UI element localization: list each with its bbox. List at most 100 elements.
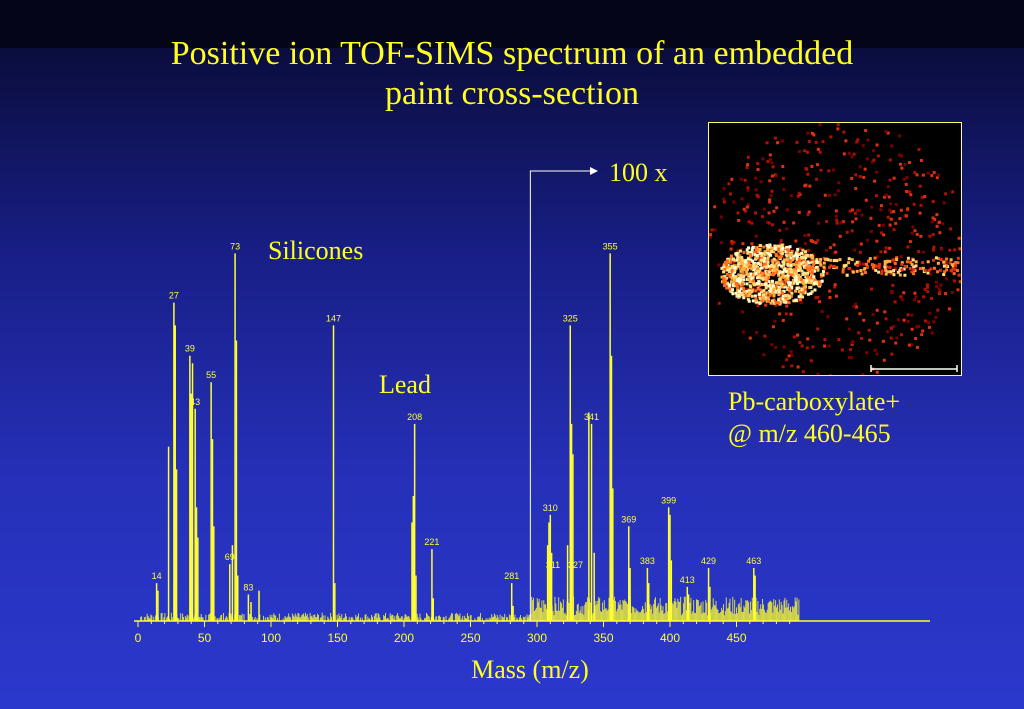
hotspot-pixel — [752, 261, 756, 265]
ion-pixel — [789, 312, 793, 316]
ion-pixel — [853, 211, 857, 215]
hotspot-pixel — [763, 250, 767, 254]
streak-pixel — [874, 264, 878, 268]
ion-pixel — [761, 263, 765, 267]
hotspot-pixel — [815, 261, 819, 265]
hotspot-pixel — [821, 269, 825, 273]
ion-pixel — [731, 260, 735, 264]
hotspot-pixel — [777, 273, 781, 277]
ion-pixel — [810, 164, 814, 168]
ion-pixel — [827, 169, 831, 173]
ion-pixel — [709, 235, 713, 239]
hotspot-pixel — [720, 266, 724, 270]
hotspot-pixel — [768, 293, 772, 297]
hotspot-pixel — [775, 261, 779, 265]
hotspot-pixel — [760, 299, 764, 303]
ion-pixel — [812, 133, 816, 137]
ion-pixel — [944, 192, 948, 196]
hotspot-pixel — [756, 276, 760, 280]
hotspot-pixel — [809, 292, 813, 296]
hotspot-pixel — [777, 263, 781, 267]
ion-image-map — [709, 123, 961, 375]
hotspot-pixel — [781, 270, 785, 274]
streak-pixel — [877, 270, 881, 274]
hotspot-pixel — [762, 260, 766, 264]
ion-pixel — [913, 229, 917, 233]
ion-pixel — [939, 283, 943, 287]
ion-pixel — [926, 321, 930, 325]
ion-pixel — [779, 239, 783, 243]
ion-pixel — [857, 208, 861, 212]
peak-label-221: 221 — [424, 537, 439, 547]
ion-pixel — [877, 223, 881, 227]
ion-pixel — [796, 365, 800, 369]
silicones-label: Silicones — [268, 236, 364, 265]
ion-pixel — [759, 180, 763, 184]
ion-pixel — [727, 182, 731, 186]
ion-pixel — [937, 287, 941, 291]
hotspot-pixel — [780, 264, 784, 268]
ion-pixel — [899, 255, 903, 259]
bracket-arrowhead — [590, 167, 598, 175]
ion-pixel — [893, 257, 897, 261]
ion-pixel — [732, 200, 736, 204]
hotspot-pixel — [788, 284, 792, 288]
x-axis: 0 50 100 150 200 250 300 350 400 450 — [134, 620, 930, 645]
streak-pixel — [864, 262, 868, 266]
ion-pixel — [914, 295, 918, 299]
peak-labels: 14 27 39 43 55 69 73 83 147 208 221 281 310 325 341 355… — [152, 241, 762, 592]
streak-pixel — [911, 258, 915, 262]
hotspot-pixel — [759, 266, 763, 270]
ion-pixel — [794, 239, 798, 243]
ion-pixel — [917, 324, 921, 328]
hotspot-pixel — [813, 269, 817, 273]
streak-pixel — [847, 261, 851, 265]
ion-pixel — [740, 197, 744, 201]
hotspot-pixel — [757, 275, 761, 279]
hotspot-pixel — [789, 267, 793, 271]
streak-pixel — [939, 258, 943, 262]
ion-pixel — [818, 123, 822, 127]
streak-pixel — [827, 265, 831, 269]
hotspot-pixel — [797, 290, 801, 294]
hotspot-pixel — [803, 285, 807, 289]
peak-label-147: 147 — [326, 313, 341, 323]
ion-pixel — [933, 217, 937, 221]
streak-pixel — [856, 263, 860, 267]
hotspot-pixel — [733, 269, 737, 273]
hotspot-pixel — [747, 277, 751, 281]
ion-pixel — [910, 313, 914, 317]
hotspot-pixel — [739, 269, 743, 273]
hotspot-pixel — [770, 287, 774, 291]
hotspot-pixel — [780, 291, 784, 295]
peak-label-355: 355 — [603, 241, 618, 251]
ion-pixel — [806, 212, 810, 216]
hotspot-pixel — [812, 275, 816, 279]
hotspot-pixel — [766, 273, 770, 277]
hotspot-pixel — [786, 288, 790, 292]
hotspot-pixel — [766, 291, 770, 295]
hotspot-pixel — [781, 297, 785, 301]
ion-pixel — [765, 141, 769, 145]
hotspot-pixel — [800, 278, 804, 282]
hotspot-pixel — [778, 251, 782, 255]
hotspot-pixel — [769, 289, 773, 293]
ion-pixel — [787, 354, 791, 358]
ion-pixel — [803, 242, 807, 246]
hotspot-pixel — [799, 262, 803, 266]
streak-pixel — [823, 267, 827, 271]
ion-pixel — [914, 337, 918, 341]
ion-pixel — [905, 175, 909, 179]
hotspot-pixel — [750, 248, 754, 252]
hotspot-pixel — [816, 267, 820, 271]
hotspot-pixel — [747, 246, 751, 250]
streak-pixel — [921, 261, 925, 265]
hotspot-pixel — [798, 280, 802, 284]
hotspot-pixel — [773, 268, 777, 272]
streak-pixel — [903, 264, 907, 268]
streak-pixel — [950, 263, 954, 267]
ion-pixel — [860, 213, 864, 217]
ion-pixel — [837, 181, 841, 185]
ion-pixel — [873, 348, 877, 352]
hotspot-pixel — [773, 286, 777, 290]
